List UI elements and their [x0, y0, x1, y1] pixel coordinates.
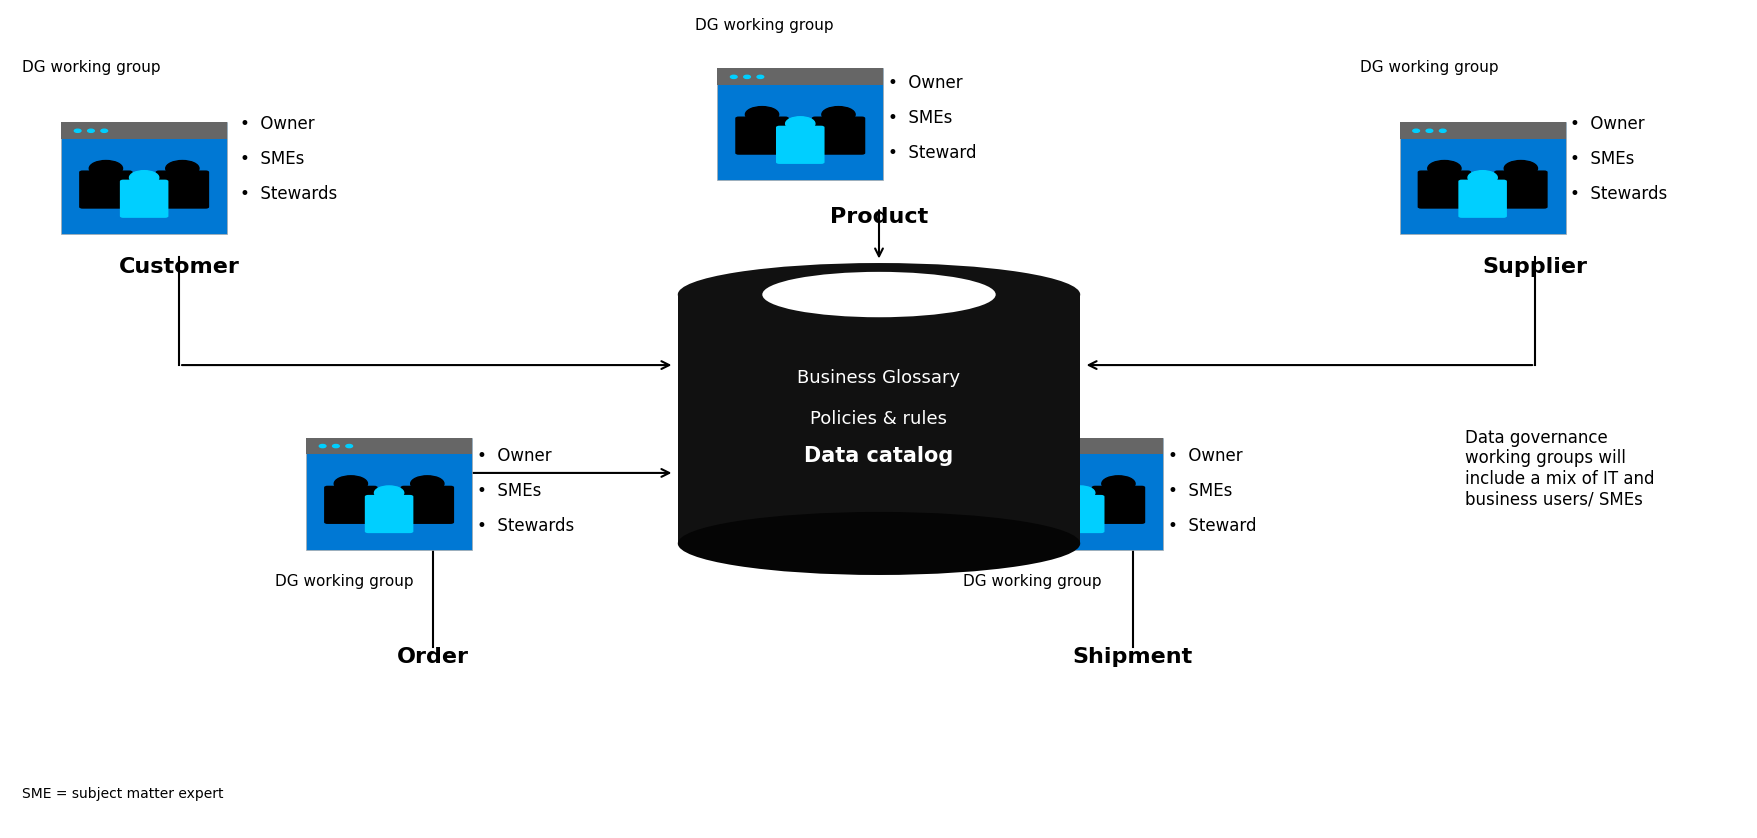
FancyBboxPatch shape	[812, 116, 864, 155]
FancyArrowPatch shape	[1088, 361, 1532, 369]
Text: Supplier: Supplier	[1481, 257, 1587, 277]
Circle shape	[90, 161, 123, 176]
Circle shape	[346, 444, 353, 447]
FancyBboxPatch shape	[717, 69, 882, 85]
Text: Product: Product	[829, 208, 928, 227]
Text: •  Steward: • Steward	[887, 143, 975, 162]
Text: Customer: Customer	[119, 257, 239, 277]
FancyBboxPatch shape	[717, 69, 882, 180]
Circle shape	[320, 444, 325, 447]
Text: Data governance
working groups will
include a mix of IT and
business users/ SMEs: Data governance working groups will incl…	[1464, 428, 1653, 509]
Text: •  Owner: • Owner	[1167, 447, 1242, 465]
Circle shape	[731, 75, 736, 79]
FancyBboxPatch shape	[775, 126, 824, 164]
Circle shape	[1065, 486, 1095, 499]
Circle shape	[1439, 129, 1446, 132]
Text: •  Stewards: • Stewards	[1569, 185, 1666, 203]
Text: Business Glossary: Business Glossary	[798, 369, 959, 387]
Circle shape	[1024, 476, 1058, 492]
FancyBboxPatch shape	[996, 437, 1163, 454]
Text: Data catalog: Data catalog	[805, 447, 952, 466]
Ellipse shape	[678, 263, 1079, 326]
Text: •  Stewards: • Stewards	[476, 517, 573, 535]
Circle shape	[785, 116, 815, 131]
Circle shape	[1504, 161, 1537, 176]
Circle shape	[1037, 444, 1044, 447]
Circle shape	[745, 106, 778, 122]
Text: DG working group: DG working group	[21, 59, 160, 75]
Text: •  Owner: • Owner	[476, 447, 552, 465]
Circle shape	[743, 75, 750, 79]
FancyBboxPatch shape	[996, 437, 1163, 550]
Circle shape	[411, 476, 445, 492]
FancyArrowPatch shape	[875, 210, 882, 256]
FancyBboxPatch shape	[306, 437, 473, 454]
FancyBboxPatch shape	[1458, 179, 1506, 218]
Text: •  Owner: • Owner	[887, 74, 961, 92]
Polygon shape	[678, 294, 1079, 544]
FancyArrowPatch shape	[436, 469, 669, 477]
Ellipse shape	[763, 272, 994, 318]
Text: Shipment: Shipment	[1072, 647, 1193, 667]
Text: DG working group: DG working group	[276, 574, 413, 589]
Circle shape	[1413, 129, 1418, 132]
Text: •  SMEs: • SMEs	[476, 482, 541, 500]
Circle shape	[1467, 171, 1497, 184]
FancyBboxPatch shape	[1493, 170, 1546, 209]
Circle shape	[88, 129, 95, 132]
Text: •  SMEs: • SMEs	[887, 109, 952, 127]
Circle shape	[334, 476, 367, 492]
Text: DG working group: DG working group	[963, 574, 1102, 589]
FancyBboxPatch shape	[1399, 122, 1565, 139]
FancyBboxPatch shape	[1014, 486, 1068, 524]
Circle shape	[1023, 444, 1030, 447]
Ellipse shape	[678, 512, 1079, 575]
FancyBboxPatch shape	[156, 170, 209, 209]
Circle shape	[1102, 476, 1135, 492]
FancyArrowPatch shape	[1088, 469, 1130, 477]
FancyBboxPatch shape	[61, 122, 227, 235]
Text: •  SMEs: • SMEs	[241, 150, 304, 168]
FancyBboxPatch shape	[734, 116, 789, 155]
Text: •  Owner: • Owner	[1569, 116, 1645, 133]
Circle shape	[822, 106, 854, 122]
FancyBboxPatch shape	[119, 179, 169, 218]
FancyBboxPatch shape	[306, 437, 473, 550]
Circle shape	[100, 129, 107, 132]
Text: •  Stewards: • Stewards	[241, 185, 337, 203]
Circle shape	[1010, 444, 1017, 447]
Text: SME = subject matter expert: SME = subject matter expert	[21, 787, 223, 800]
Circle shape	[757, 75, 763, 79]
FancyBboxPatch shape	[1416, 170, 1471, 209]
Circle shape	[332, 444, 339, 447]
FancyBboxPatch shape	[61, 122, 227, 139]
FancyArrowPatch shape	[181, 361, 669, 369]
Circle shape	[1427, 161, 1460, 176]
FancyBboxPatch shape	[79, 170, 132, 209]
Text: •  SMEs: • SMEs	[1569, 150, 1634, 168]
Circle shape	[130, 171, 158, 184]
Text: •  SMEs: • SMEs	[1167, 482, 1232, 500]
Circle shape	[165, 161, 199, 176]
Text: DG working group: DG working group	[694, 18, 833, 34]
FancyBboxPatch shape	[1399, 122, 1565, 235]
Circle shape	[74, 129, 81, 132]
Circle shape	[374, 486, 404, 499]
Text: •  Steward: • Steward	[1167, 517, 1256, 535]
FancyBboxPatch shape	[323, 486, 378, 524]
FancyBboxPatch shape	[401, 486, 453, 524]
Text: Policies & rules: Policies & rules	[810, 410, 947, 428]
FancyBboxPatch shape	[1091, 486, 1144, 524]
Text: Order: Order	[397, 647, 469, 667]
FancyBboxPatch shape	[365, 495, 413, 533]
FancyBboxPatch shape	[1056, 495, 1103, 533]
Text: •  Owner: • Owner	[241, 116, 315, 133]
Circle shape	[1425, 129, 1432, 132]
Text: DG working group: DG working group	[1360, 59, 1499, 75]
